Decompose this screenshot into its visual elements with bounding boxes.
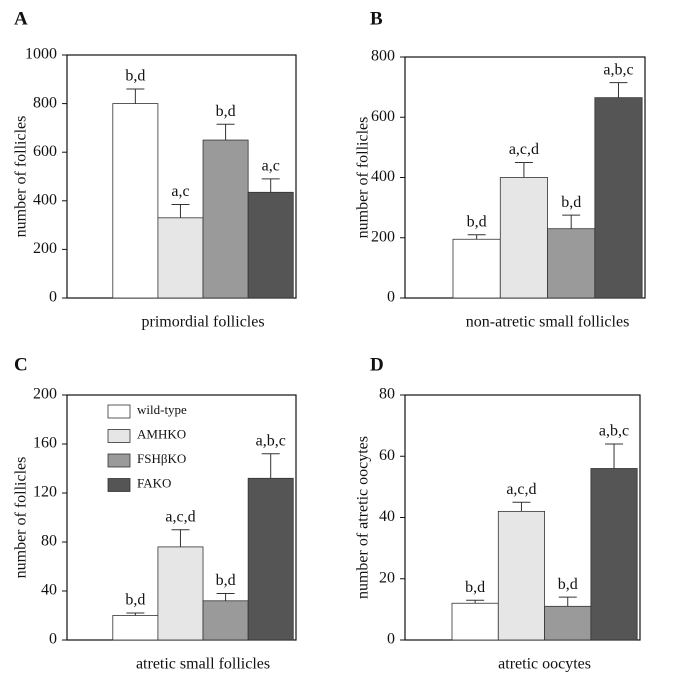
bar	[547, 228, 596, 299]
legend-swatch	[107, 429, 131, 443]
bar	[544, 605, 592, 641]
bar	[157, 217, 204, 299]
legend-label: wild-type	[137, 402, 187, 417]
y-tick-label: 80	[379, 386, 395, 403]
error-bar	[512, 501, 531, 512]
bar	[112, 103, 159, 299]
error-bar	[466, 599, 485, 604]
error-bar	[171, 529, 190, 547]
bar	[452, 238, 501, 299]
y-tick-label: 120	[33, 484, 57, 501]
bar-annotation: a,c,d	[509, 141, 539, 158]
bar	[499, 177, 548, 299]
y-tick-label: 200	[33, 240, 57, 257]
y-tick-label: 60	[379, 447, 395, 464]
error-bar	[216, 123, 235, 141]
bar-annotation: b,d	[561, 194, 581, 211]
bar-annotation: b,d	[465, 579, 485, 596]
error-bar	[609, 82, 628, 98]
bar	[112, 615, 159, 641]
bar	[451, 602, 499, 641]
y-tick-label: 600	[371, 108, 395, 125]
bar	[202, 139, 249, 299]
y-tick-label: 20	[379, 569, 395, 586]
x-axis-label: atretic small follicles	[136, 656, 270, 673]
bar-annotation: a,b,c	[599, 423, 629, 440]
bar-annotation: b,d	[216, 572, 236, 589]
bar-annotation: a,c,d	[506, 481, 536, 498]
legend-swatch	[107, 453, 131, 468]
y-axis-label: number of follicles	[355, 117, 372, 239]
error-bar	[261, 453, 280, 479]
error-bar	[605, 443, 624, 469]
legend-label: FSHβKO	[137, 451, 186, 466]
panel-letter: B	[370, 8, 383, 29]
bar-annotation: b,d	[125, 592, 145, 609]
y-tick-label: 400	[371, 168, 395, 185]
y-axis-label: number of follicles	[13, 116, 30, 238]
bar	[247, 191, 294, 299]
bar	[590, 468, 638, 641]
y-tick-label: 1000	[25, 46, 57, 63]
bar-annotation: a,c	[171, 183, 189, 200]
error-bar	[562, 214, 581, 229]
y-axis-label: number of atretic oocytes	[355, 436, 372, 599]
bar	[497, 510, 545, 641]
error-bar	[261, 178, 280, 193]
x-axis-label: atretic oocytes	[498, 656, 591, 673]
y-tick-label: 0	[387, 289, 395, 306]
y-tick-label: 160	[33, 435, 57, 452]
bar-annotation: b,d	[125, 68, 145, 85]
legend-swatch	[107, 478, 131, 492]
error-bar	[558, 596, 577, 607]
y-tick-label: 40	[41, 582, 57, 599]
bar	[202, 600, 249, 641]
bar	[157, 546, 204, 641]
panel-letter: D	[370, 354, 384, 375]
y-tick-label: 600	[33, 143, 57, 160]
y-tick-label: 400	[33, 191, 57, 208]
error-bar	[126, 88, 145, 104]
bar-annotation: a,c,d	[165, 508, 195, 525]
y-tick-label: 0	[387, 631, 395, 648]
bar-annotation: b,d	[467, 213, 487, 230]
bar	[594, 97, 643, 299]
y-tick-label: 0	[49, 631, 57, 648]
y-axis-label: number of follicles	[13, 457, 30, 579]
bar	[247, 477, 294, 641]
panel-letter: A	[14, 8, 28, 29]
y-tick-label: 40	[379, 508, 395, 525]
error-bar	[171, 203, 190, 218]
error-bar	[467, 234, 486, 240]
error-bar	[216, 592, 235, 601]
bar-annotation: a,b,c	[256, 432, 286, 449]
bar-annotation: b,d	[216, 103, 236, 120]
error-bar	[126, 612, 145, 616]
y-tick-label: 800	[371, 48, 395, 65]
y-tick-label: 80	[41, 533, 57, 550]
legend-label: AMHKO	[137, 426, 186, 441]
y-tick-label: 800	[33, 94, 57, 111]
legend-label: FAKO	[137, 475, 171, 490]
legend-swatch	[107, 404, 131, 419]
panel-letter: C	[14, 354, 28, 375]
error-bar	[514, 161, 533, 178]
y-tick-label: 200	[371, 228, 395, 245]
x-axis-label: primordial follicles	[141, 314, 264, 331]
bar-annotation: a,c	[262, 158, 280, 175]
y-tick-label: 200	[33, 386, 57, 403]
y-tick-label: 0	[49, 289, 57, 306]
bar-annotation: a,b,c	[603, 61, 633, 78]
x-axis-label: non-atretic small follicles	[466, 314, 630, 331]
bar-annotation: b,d	[558, 576, 578, 593]
